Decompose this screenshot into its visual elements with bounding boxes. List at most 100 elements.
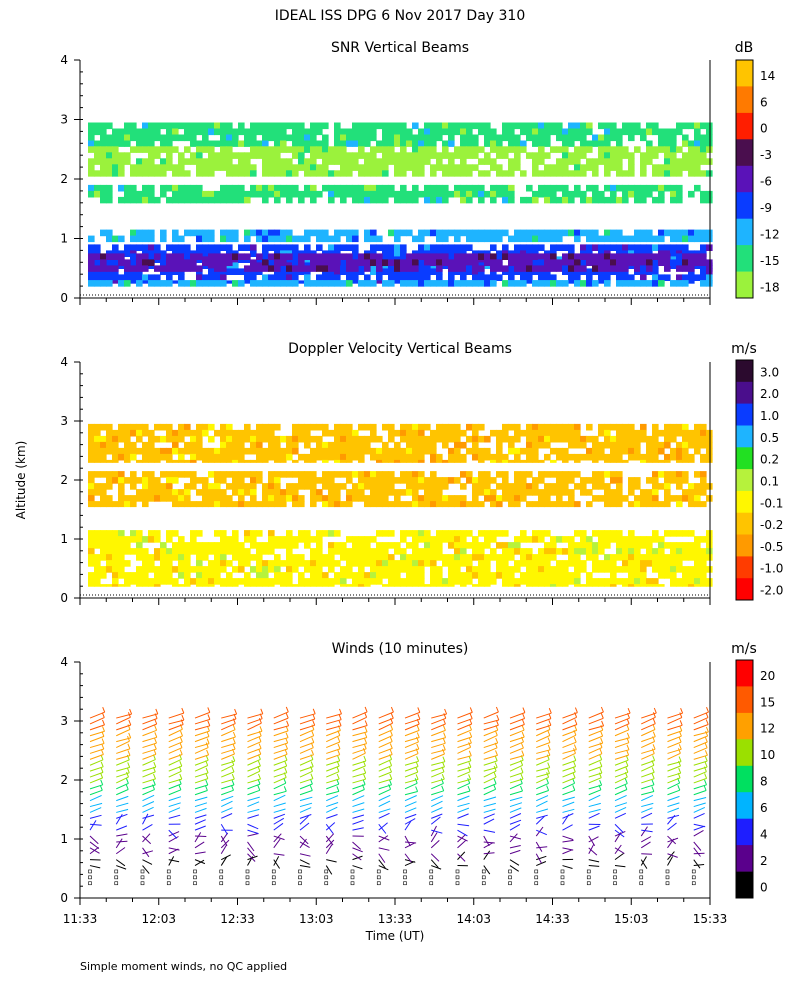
heatmap-cell <box>706 235 713 243</box>
heatmap-cell <box>574 164 581 171</box>
heatmap-cell <box>238 471 245 478</box>
heatmap-cell <box>448 265 455 272</box>
heatmap-cell <box>298 128 305 136</box>
wind-barb <box>431 766 445 772</box>
heatmap-cell <box>652 170 659 177</box>
wind-barb-flag <box>205 755 209 761</box>
heatmap-cell <box>262 158 269 165</box>
heatmap-cell <box>418 170 425 177</box>
heatmap-cell <box>226 280 233 284</box>
heatmap-cell <box>598 536 605 543</box>
heatmap-cell <box>454 459 461 463</box>
heatmap-cell <box>598 253 605 260</box>
wind-barb <box>378 717 394 725</box>
heatmap-cell <box>490 235 497 243</box>
heatmap-cell <box>328 584 335 587</box>
y-tick-label: 3 <box>60 414 68 428</box>
heatmap-cell <box>676 164 683 171</box>
heatmap-cell <box>634 128 641 136</box>
heatmap-cell <box>634 560 641 567</box>
heatmap-cell <box>262 274 269 281</box>
heatmap-cell <box>340 164 347 171</box>
heatmap-cell <box>328 196 335 204</box>
heatmap-cell <box>160 122 167 130</box>
wind-barb <box>247 778 261 784</box>
heatmap-cell <box>184 483 191 490</box>
heatmap-cell <box>604 128 611 136</box>
heatmap-cell <box>328 170 335 177</box>
data-layer <box>88 253 713 272</box>
heatmap-cell <box>622 435 629 443</box>
calm-marker <box>166 875 171 880</box>
wind-barb <box>168 814 181 819</box>
heatmap-cell <box>328 548 335 555</box>
heatmap-cell <box>652 262 659 269</box>
heatmap-cell <box>292 184 299 192</box>
heatmap-cell <box>142 229 149 237</box>
heatmap-cell <box>238 453 245 461</box>
heatmap-cell <box>316 548 323 555</box>
heatmap-cell <box>550 146 557 153</box>
heatmap-cell <box>100 554 107 561</box>
heatmap-cell <box>208 259 215 266</box>
wind-barb <box>536 795 549 802</box>
heatmap-cell <box>220 259 227 266</box>
calm-marker <box>298 875 302 880</box>
heatmap-cell <box>226 253 233 260</box>
heatmap-cell <box>610 447 617 455</box>
heatmap-cell <box>340 447 347 455</box>
wind-barb-flag <box>179 773 183 780</box>
wind-profile <box>166 707 185 886</box>
heatmap-cell <box>622 447 629 455</box>
heatmap-cell <box>268 146 275 153</box>
heatmap-cell <box>616 259 623 266</box>
heatmap-cell <box>88 423 95 431</box>
wind-barb <box>614 765 629 772</box>
heatmap-cell <box>352 441 359 449</box>
heatmap-cell <box>124 196 131 204</box>
heatmap-cell <box>640 435 647 443</box>
heatmap-cell <box>220 477 227 484</box>
heatmap-cell <box>328 483 335 490</box>
heatmap-cell <box>196 146 203 153</box>
wind-barb-flag <box>626 749 630 756</box>
heatmap-cell <box>448 477 455 484</box>
snr-panel-title: SNR Vertical Beams <box>331 40 469 56</box>
wind-barb <box>509 747 524 754</box>
heatmap-cell <box>436 280 443 287</box>
heatmap-cell <box>154 530 161 537</box>
heatmap-cell <box>556 146 563 153</box>
heatmap-cell <box>532 122 539 130</box>
heatmap-cell <box>640 134 647 142</box>
wind-barb-flag <box>495 750 498 756</box>
wind-barb-flag <box>440 778 444 784</box>
wind-barb <box>588 802 601 808</box>
heatmap-cell <box>640 560 647 567</box>
heatmap-cell <box>208 435 215 443</box>
heatmap-cell <box>178 453 185 461</box>
heatmap-cell <box>460 471 467 478</box>
heatmap-cell <box>346 229 353 237</box>
wind-barb <box>404 813 417 819</box>
heatmap-cell <box>586 536 593 543</box>
heatmap-cell <box>550 554 557 561</box>
heatmap-cell <box>334 190 341 198</box>
heatmap-cell <box>250 435 257 443</box>
heatmap-cell <box>646 477 653 484</box>
heatmap-cell <box>520 235 527 243</box>
wind-barb <box>194 790 208 796</box>
heatmap-cell <box>430 280 437 287</box>
heatmap-cell <box>604 164 611 171</box>
wind-barb-flag <box>520 767 524 773</box>
heatmap-cell <box>424 423 431 431</box>
wind-profile <box>245 708 264 886</box>
heatmap-cell <box>628 554 635 561</box>
heatmap-cell <box>622 184 629 192</box>
heatmap-cell <box>412 489 419 496</box>
wind-barb <box>614 847 625 854</box>
heatmap-cell <box>646 495 653 502</box>
heatmap-cell <box>568 229 575 237</box>
heatmap-cell <box>304 429 311 437</box>
heatmap-cell <box>148 471 155 478</box>
wind-barb <box>562 796 575 802</box>
